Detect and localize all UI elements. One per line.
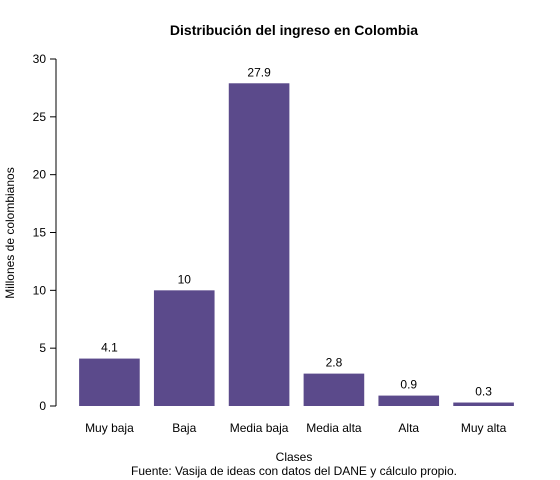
source-caption: Fuente: Vasija de ideas con datos del DA… [131, 464, 457, 478]
category-label: Media baja [230, 421, 289, 435]
bar [79, 358, 140, 406]
y-tick-label: 30 [33, 52, 47, 66]
y-tick-label: 20 [33, 168, 47, 182]
chart-title: Distribución del ingreso en Colombia [170, 22, 418, 38]
bar-value-label: 0.9 [400, 378, 417, 392]
y-tick-label: 15 [33, 226, 47, 240]
category-label: Alta [398, 421, 419, 435]
bar-value-label: 10 [178, 272, 192, 286]
category-label: Muy alta [461, 421, 507, 435]
bar-value-label: 2.8 [326, 356, 343, 370]
category-label: Media alta [306, 421, 362, 435]
bar [153, 290, 215, 406]
y-axis-label: Millones de colombianos [3, 167, 17, 298]
y-axis: 0 5 10 15 20 25 30 [33, 52, 57, 413]
category-label: Muy baja [85, 421, 134, 435]
category-label: Baja [172, 421, 196, 435]
y-tick-label: 0 [39, 399, 46, 413]
y-tick-label: 5 [39, 341, 46, 355]
bar-value-label: 27.9 [247, 65, 271, 79]
bar [228, 83, 290, 406]
bar [378, 395, 440, 406]
bar [303, 373, 365, 406]
bars: 4.1 10 27.9 2.8 0.9 0.3 [79, 65, 514, 406]
x-axis-label: Clases [276, 450, 313, 464]
bar-value-label: 4.1 [101, 341, 118, 355]
y-tick-label: 25 [33, 110, 47, 124]
y-tick-label: 10 [33, 283, 47, 297]
bar [453, 402, 514, 406]
x-axis-labels: Muy baja Baja Media baja Media alta Alta Muy … [85, 421, 507, 435]
bar-value-label: 0.3 [475, 385, 492, 399]
